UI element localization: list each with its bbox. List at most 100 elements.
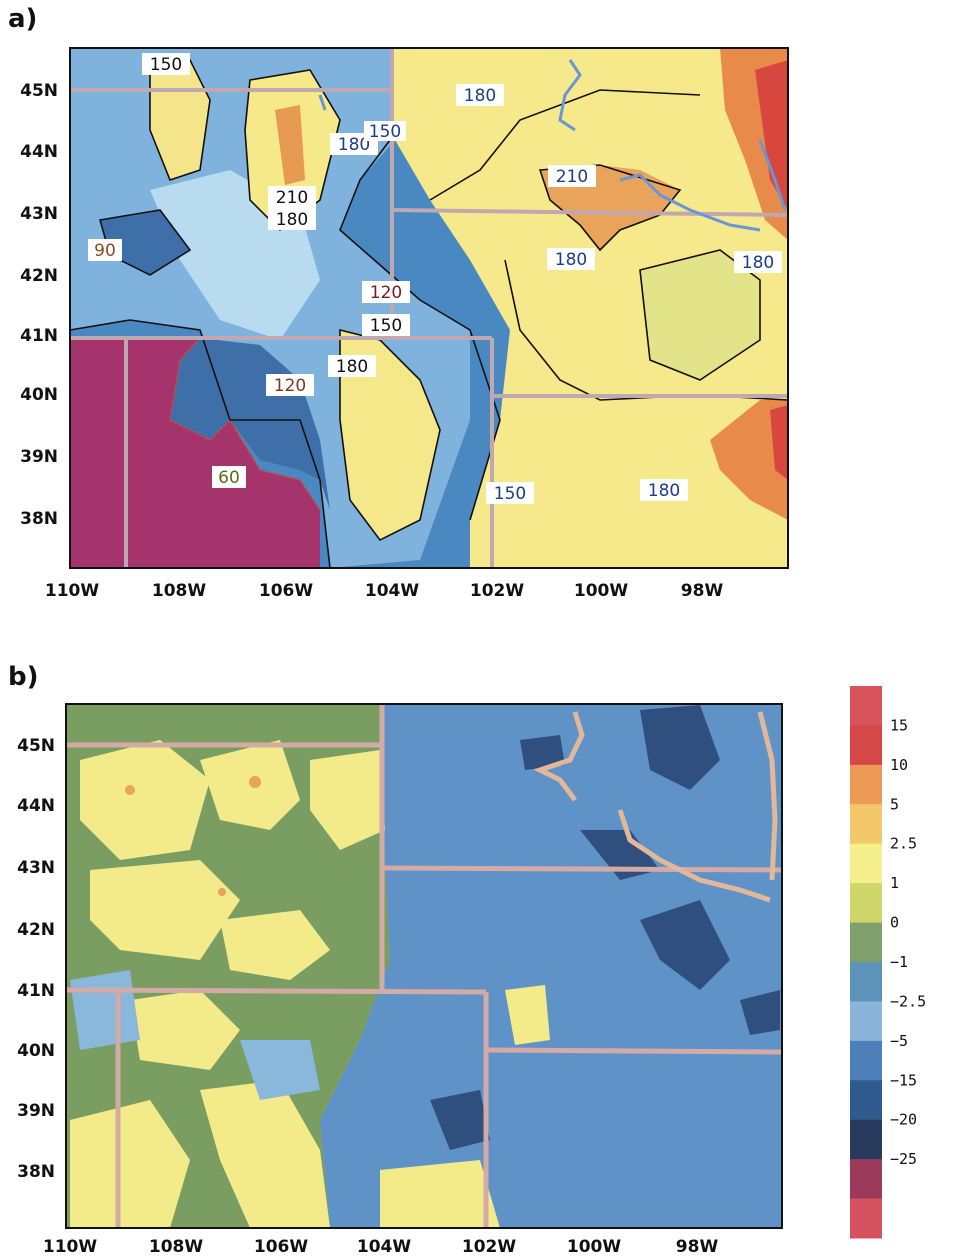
contour-label: 120 xyxy=(266,374,314,396)
region-b-yellow xyxy=(90,860,240,960)
lat-tick-a: 42N xyxy=(20,266,58,286)
contour-label-text: 150 xyxy=(369,122,401,142)
legend-swatch xyxy=(850,883,882,924)
contour-label-text: 180 xyxy=(742,253,774,273)
region-yellow-east xyxy=(390,48,788,568)
region-dark-blue-w xyxy=(100,210,190,275)
legend-label: −1 xyxy=(890,953,908,971)
spot-orange xyxy=(125,785,135,795)
contour-label: 150 xyxy=(486,482,534,504)
contour-label-text: 180 xyxy=(276,210,308,230)
contour-label-text: 180 xyxy=(648,481,680,501)
region-b-yellow xyxy=(200,1080,330,1228)
region-b-light-blue xyxy=(70,970,140,1050)
legend-swatch xyxy=(850,1040,882,1081)
panel-a-lat-axis: 45N 44N 43N 42N 41N 40N 39N 38N xyxy=(20,81,58,529)
contour-label: 150 xyxy=(362,314,410,336)
contour-label-text: 180 xyxy=(338,135,370,155)
lat-tick-a: 43N xyxy=(20,204,58,224)
lat-tick-a: 41N xyxy=(20,326,58,346)
region-b-light-blue xyxy=(240,1040,320,1100)
contour-label: 180 xyxy=(330,133,378,155)
region-yellow-tongue xyxy=(340,330,440,540)
legend-label: 0 xyxy=(890,914,899,932)
legend-swatch xyxy=(850,922,882,963)
contour-label-text: 150 xyxy=(370,316,402,336)
lat-tick-b: 39N xyxy=(17,1101,55,1121)
region-b-yellow xyxy=(505,985,550,1045)
lon-tick-a: 102W xyxy=(470,581,524,601)
contour-label: 150 xyxy=(364,121,406,142)
lat-tick-a: 45N xyxy=(20,81,58,101)
contour-label: 120 xyxy=(362,281,410,303)
contour-label-text: 210 xyxy=(276,188,308,208)
contour-label-text: 180 xyxy=(555,250,587,270)
legend-label: −20 xyxy=(890,1111,917,1129)
contour-label: 60 xyxy=(212,466,246,488)
legend-label: −25 xyxy=(890,1150,917,1168)
legend-label: −2.5 xyxy=(890,992,926,1010)
panel-b-frame xyxy=(65,703,783,1229)
region-b-yellow xyxy=(80,740,210,860)
region-b-yellow xyxy=(70,1100,190,1228)
contour-label-text: 60 xyxy=(218,468,240,488)
region-b-navy xyxy=(740,990,780,1035)
contour-label: 210 xyxy=(548,165,596,187)
panel-a-frame xyxy=(69,47,789,569)
legend-swatch xyxy=(850,1080,882,1121)
lat-tick-a: 38N xyxy=(20,509,58,529)
contour-label: 180 xyxy=(640,479,688,501)
contour-label: 180 xyxy=(328,355,376,377)
region-b-navy xyxy=(640,705,720,790)
legend-label: 5 xyxy=(890,795,899,813)
legend-swatch xyxy=(850,1198,882,1239)
region-orange-ridge xyxy=(275,105,305,185)
lat-tick-b: 40N xyxy=(17,1041,55,1061)
region-b-blue-east xyxy=(320,704,782,1228)
contour-label-text: 180 xyxy=(464,86,496,106)
legend-swatch xyxy=(850,1119,882,1160)
contour-label: 210 xyxy=(268,186,316,208)
contour-label: 180 xyxy=(456,84,504,106)
legend-swatch xyxy=(850,725,882,766)
contour-label-text: 90 xyxy=(94,241,116,261)
legend-label: −5 xyxy=(890,1032,908,1050)
contour-label-text: 210 xyxy=(556,167,588,187)
region-orange-se xyxy=(710,400,788,520)
lon-tick-a: 108W xyxy=(152,581,206,601)
legend-label: 1 xyxy=(890,874,899,892)
lat-tick-a: 40N xyxy=(20,385,58,405)
region-b-navy xyxy=(520,735,565,770)
lon-tick-b: 102W xyxy=(462,1237,516,1257)
region-b-yellow xyxy=(220,910,330,980)
legend-swatch xyxy=(850,843,882,884)
legend-label: 2.5 xyxy=(890,835,917,853)
region-b-yellow xyxy=(310,750,385,850)
lon-tick-a: 100W xyxy=(574,581,628,601)
contour-label-text: 150 xyxy=(494,484,526,504)
lon-tick-a: 110W xyxy=(45,581,99,601)
contour-label-text: 180 xyxy=(336,357,368,377)
lon-tick-a: 98W xyxy=(681,581,724,601)
contour-label: 180 xyxy=(547,248,595,270)
panel-b-lat-axis: 45N 44N 43N 42N 41N 40N 39N 38N xyxy=(17,736,55,1182)
region-green-yellow xyxy=(640,250,760,380)
lat-tick-b: 38N xyxy=(17,1162,55,1182)
spot-orange xyxy=(249,776,261,788)
contour-label-text: 150 xyxy=(150,55,182,75)
lon-tick-b: 98W xyxy=(676,1237,719,1257)
lat-tick-b: 45N xyxy=(17,736,55,756)
lon-tick-b: 104W xyxy=(357,1237,411,1257)
lat-tick-b: 42N xyxy=(17,920,55,940)
region-b-navy xyxy=(640,900,730,990)
panel-b-lon-axis: 110W 108W 106W 104W 102W 100W 98W xyxy=(43,1237,719,1257)
rivers-b xyxy=(533,711,778,903)
contour-label: 180 xyxy=(268,208,316,230)
legend-swatch xyxy=(850,686,882,726)
region-red-se xyxy=(770,405,788,480)
lon-tick-a: 106W xyxy=(259,581,313,601)
lon-tick-b: 106W xyxy=(254,1237,308,1257)
contour-label: 90 xyxy=(88,239,122,261)
legend-label: 10 xyxy=(890,756,908,774)
